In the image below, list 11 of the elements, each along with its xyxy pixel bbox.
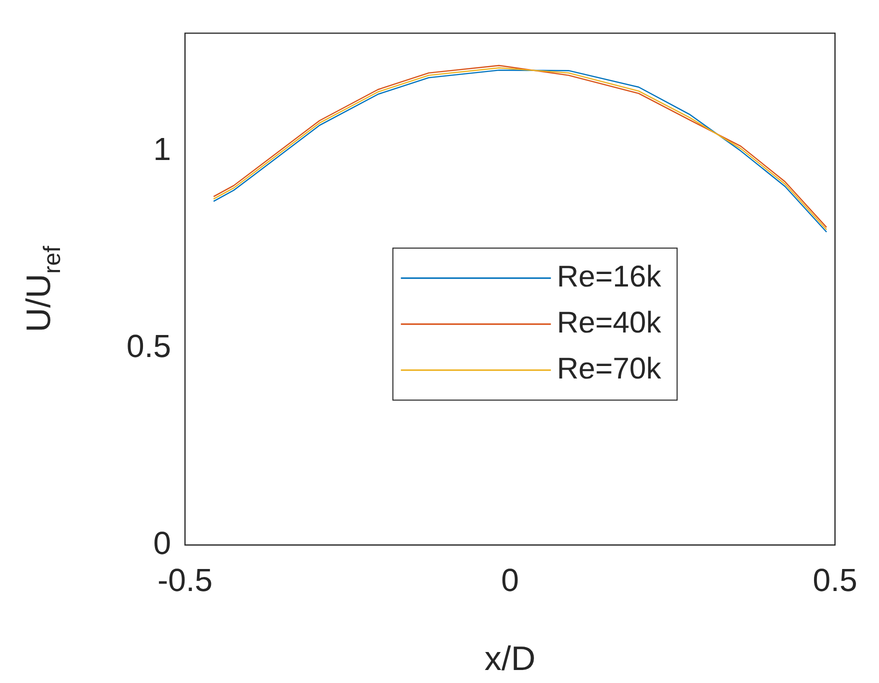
- legend-label: Re=16k: [556, 260, 662, 294]
- x-tick-label: 0.5: [812, 562, 858, 598]
- legend-label: Re=70k: [556, 352, 662, 386]
- y-axis-title: U/Uref: [20, 246, 66, 332]
- x-tick-label: -0.5: [157, 562, 213, 598]
- y-tick-label: 1: [153, 131, 171, 168]
- y-tick-label: 0: [153, 524, 171, 561]
- y-tick-label: 0.5: [126, 328, 171, 364]
- x-axis-title: x/D: [484, 640, 536, 678]
- legend-label: Re=40k: [556, 306, 662, 340]
- x-tick-label: 0: [501, 562, 519, 598]
